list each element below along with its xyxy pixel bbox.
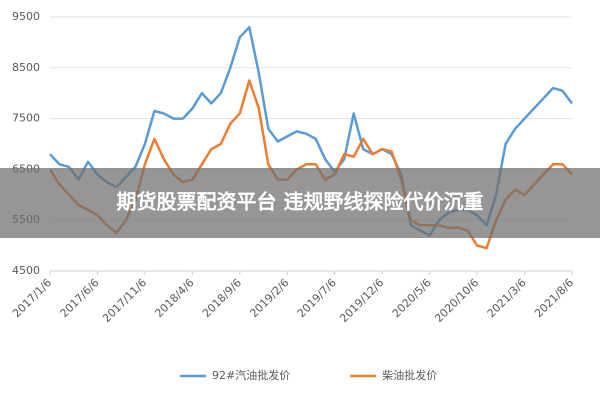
y-tick-label: 9500 [12, 10, 40, 23]
y-tick-label: 4500 [12, 264, 40, 277]
overlay-band [0, 168, 600, 238]
legend-label: 92#汽油批发价 [212, 368, 290, 382]
y-tick-label: 8500 [12, 61, 40, 74]
y-tick-label: 7500 [12, 112, 40, 125]
overlay-text: 期货股票配资平台 违规野线探险代价沉重 [117, 190, 484, 214]
legend-label: 柴油批发价 [382, 368, 437, 382]
